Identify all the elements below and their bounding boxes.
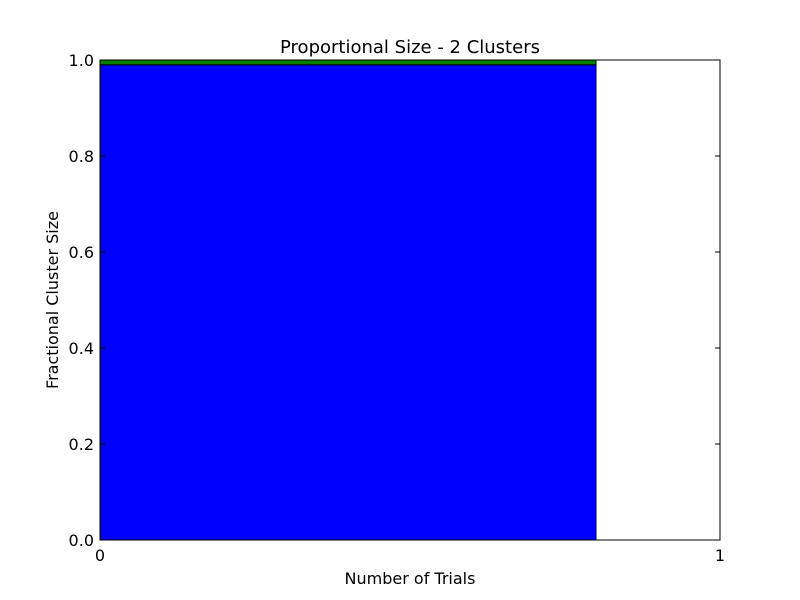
x-tick-label: 1 <box>715 546 725 565</box>
y-tick-label: 1.0 <box>69 51 94 70</box>
x-tick-label: 0 <box>95 546 105 565</box>
y-tick-label: 0.2 <box>69 435 94 454</box>
plot-frame <box>99 59 721 541</box>
y-tick-label: 0.0 <box>69 531 94 550</box>
bar-segment-2 <box>99 59 597 66</box>
chart-title: Proportional Size - 2 Clusters <box>280 37 540 58</box>
y-tick-label: 0.8 <box>69 147 94 166</box>
y-tick-label: 0.4 <box>69 339 94 358</box>
y-axis-ticks: 0.0 0.2 0.4 0.6 0.8 1.0 <box>69 51 720 550</box>
y-tick-label: 0.6 <box>69 243 94 262</box>
bar-segment-1 <box>99 64 597 541</box>
y-axis-label: Fractional Cluster Size <box>43 211 62 389</box>
x-axis-label: Number of Trials <box>345 569 476 588</box>
bars <box>99 59 597 541</box>
